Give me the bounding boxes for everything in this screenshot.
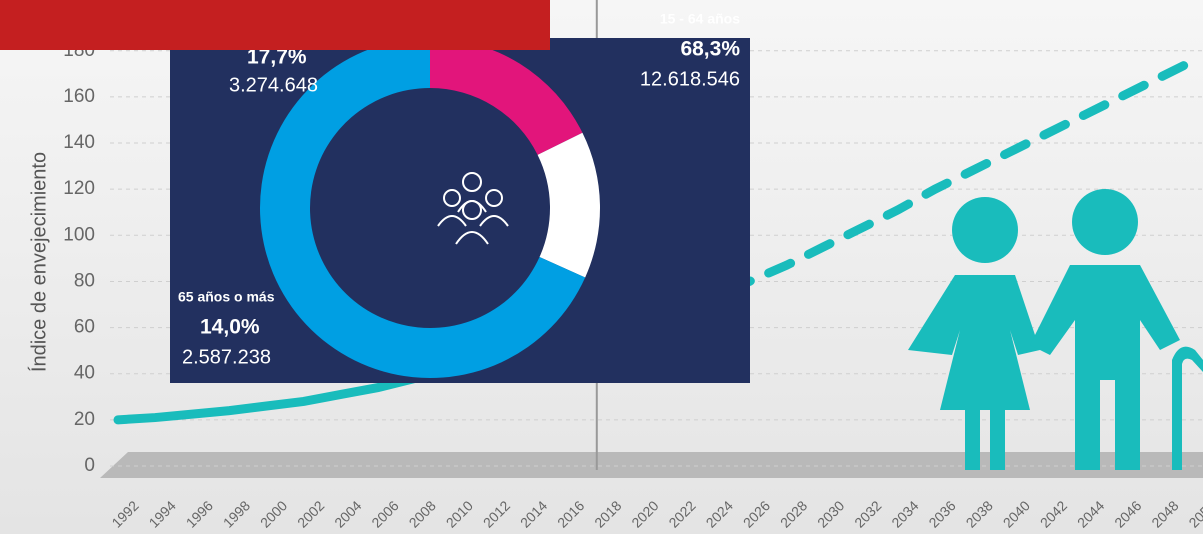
- segment-name: 15 - 64 años: [660, 11, 740, 27]
- y-tick-label: 40: [74, 363, 95, 384]
- y-tick-label: 20: [74, 409, 95, 430]
- red-banner: [0, 0, 550, 50]
- y-tick-label: 0: [84, 455, 95, 476]
- segment-percent: 14,0%: [200, 316, 260, 339]
- y-tick-label: 60: [74, 317, 95, 338]
- y-tick-label: 120: [63, 178, 95, 199]
- y-tick-label: 140: [63, 132, 95, 153]
- y-tick-label: 80: [74, 270, 95, 291]
- segment-count: 3.274.648: [229, 74, 318, 96]
- segment-percent: 68,3%: [680, 38, 740, 61]
- segment-count: 12.618.546: [640, 68, 740, 90]
- segment-count: 2.587.238: [182, 346, 271, 368]
- y-tick-label: 100: [63, 224, 95, 245]
- y-tick-label: 160: [63, 86, 95, 107]
- segment-name: 65 años o más: [178, 289, 275, 305]
- y-axis-label: Índice de envejecimiento: [27, 152, 50, 372]
- floor: [100, 452, 1203, 478]
- chart: Índice de envejecimiento 0 20 40 60 80 100 120…: [0, 0, 1203, 534]
